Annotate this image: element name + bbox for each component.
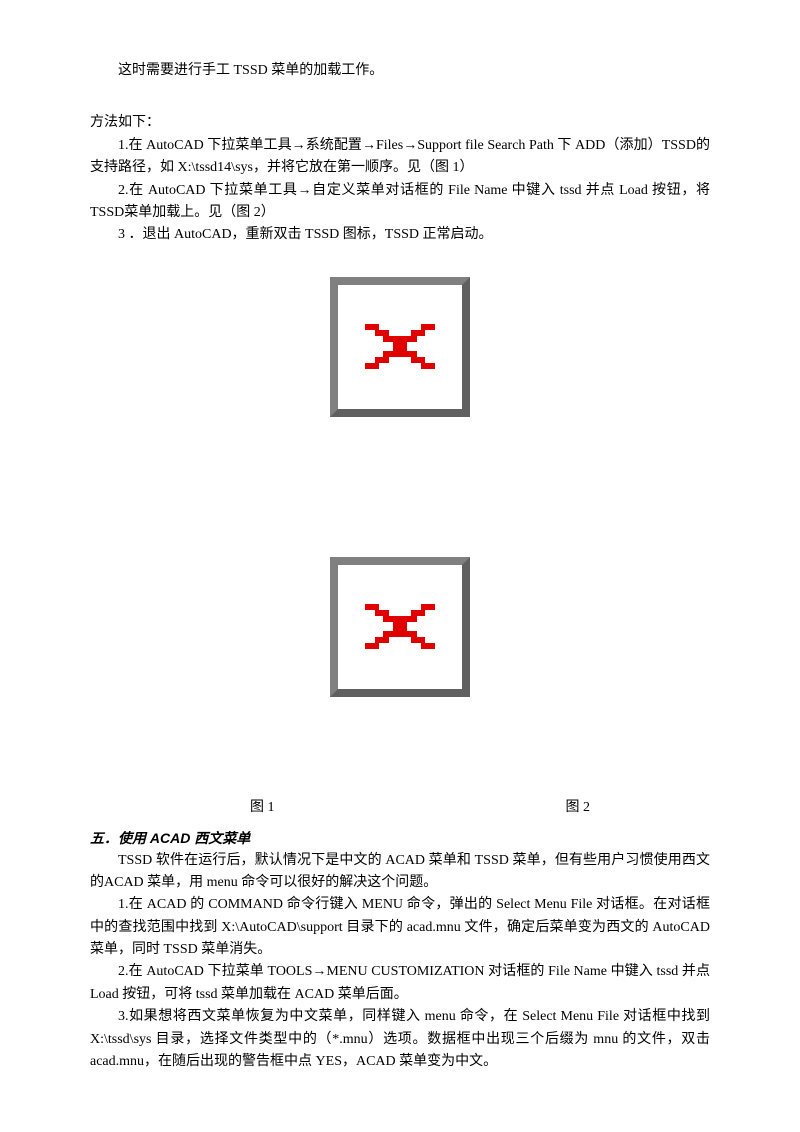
- method-step-3: 3 ．退出 AutoCAD，重新双击 TSSD 图标，TSSD 正常启动。: [90, 224, 710, 246]
- section-5-step-2: 2.在 AutoCAD 下拉菜单 TOOLS→MENU CUSTOMIZATIO…: [90, 961, 710, 1006]
- method-step-1: 1.在 AutoCAD 下拉菜单工具→系统配置→Files→Support fi…: [90, 135, 710, 180]
- method-step-2: 2.在 AutoCAD 下拉菜单工具→自定义菜单对话框的 File Name 中…: [90, 180, 710, 225]
- section-5-step-1: 1.在 ACAD 的 COMMAND 命令行键入 MENU 命令，弹出的 Sel…: [90, 894, 710, 961]
- figure-1-broken-image: [330, 277, 470, 417]
- section-5-para-1: TSSD 软件在运行后，默认情况下是中文的 ACAD 菜单和 TSSD 菜单，但…: [90, 850, 710, 895]
- figure-1-caption: 图 1: [250, 797, 275, 819]
- figure-1-container: [90, 277, 710, 417]
- figure-2-container: [90, 557, 710, 697]
- method-header: 方法如下：: [90, 112, 710, 134]
- intro-text: 这时需要进行手工 TSSD 菜单的加载工作。: [90, 60, 710, 82]
- figure-2-broken-image: [330, 557, 470, 697]
- broken-image-icon: [365, 604, 435, 649]
- broken-image-icon: [365, 324, 435, 369]
- figure-captions: 图 1 图 2: [90, 797, 710, 819]
- section-5-title: 五．使用 ACAD 西文菜单: [90, 827, 710, 849]
- section-5-step-3: 3.如果想将西文菜单恢复为中文菜单，同样键入 menu 命令，在 Select …: [90, 1006, 710, 1073]
- figure-2-caption: 图 2: [566, 797, 591, 819]
